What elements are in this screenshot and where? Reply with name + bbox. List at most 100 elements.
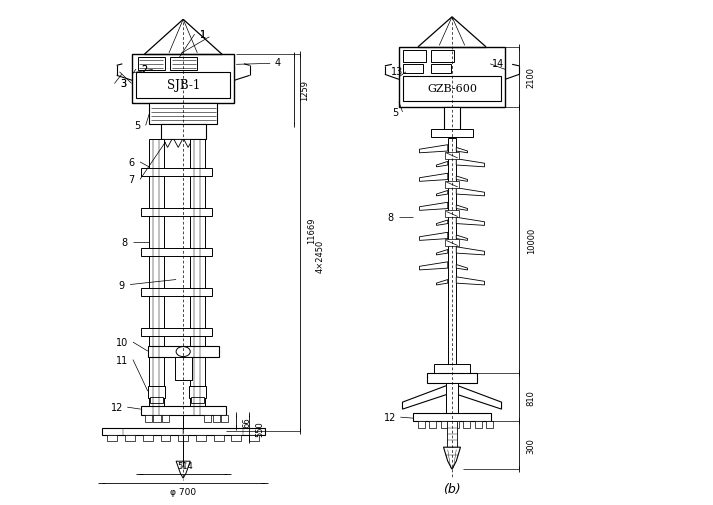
Polygon shape (163, 140, 172, 148)
Polygon shape (436, 250, 448, 256)
Polygon shape (456, 148, 468, 154)
Bar (138, 58, 165, 71)
Text: 11669: 11669 (307, 217, 316, 243)
Bar (196, 435, 206, 441)
Bar (160, 125, 206, 140)
Text: 300: 300 (526, 437, 535, 453)
Bar (441, 421, 448, 428)
Bar (475, 421, 482, 428)
Polygon shape (436, 191, 448, 196)
Bar (170, 58, 198, 71)
Text: 810: 810 (526, 389, 535, 406)
Text: 10000: 10000 (528, 227, 536, 254)
Polygon shape (419, 174, 448, 182)
Bar (418, 421, 425, 428)
Text: 14: 14 (492, 59, 504, 69)
Polygon shape (436, 280, 448, 285)
Text: 7: 7 (128, 175, 135, 185)
Bar (108, 435, 118, 441)
Polygon shape (419, 262, 448, 270)
Bar (403, 65, 423, 74)
Polygon shape (436, 221, 448, 226)
Text: 12: 12 (384, 412, 396, 422)
Text: 9: 9 (118, 280, 125, 290)
Bar (178, 55, 189, 61)
Bar (214, 435, 223, 441)
Text: 2100: 2100 (527, 67, 535, 88)
Bar (445, 240, 459, 247)
Bar (431, 65, 451, 74)
Bar (399, 48, 505, 108)
Bar (447, 421, 457, 447)
Bar (427, 373, 477, 383)
Text: 1259: 1259 (299, 80, 309, 100)
Bar (162, 415, 169, 422)
Bar (189, 386, 206, 398)
Polygon shape (195, 140, 203, 148)
Polygon shape (456, 188, 485, 196)
Bar (221, 415, 228, 422)
Text: 4×2450: 4×2450 (315, 240, 324, 273)
Polygon shape (443, 447, 461, 469)
Bar (434, 365, 470, 373)
Text: 66: 66 (242, 416, 252, 427)
Bar (190, 140, 205, 415)
Text: 4: 4 (275, 58, 280, 68)
Text: φ 700: φ 700 (170, 487, 196, 496)
Bar (143, 435, 153, 441)
Bar (148, 346, 219, 358)
Bar (213, 415, 220, 422)
Bar (102, 428, 265, 435)
Bar (463, 421, 471, 428)
Bar (141, 248, 212, 257)
Bar (132, 55, 234, 104)
Polygon shape (419, 233, 448, 241)
Bar (141, 328, 212, 336)
Text: 5: 5 (134, 121, 140, 131)
Text: 8: 8 (387, 213, 394, 223)
Text: 2: 2 (141, 65, 148, 75)
Bar (445, 182, 459, 188)
Polygon shape (402, 385, 448, 410)
Text: 6: 6 (128, 158, 135, 168)
Bar (429, 421, 436, 428)
Polygon shape (456, 177, 468, 182)
Polygon shape (456, 160, 485, 168)
Bar (231, 435, 241, 441)
Bar (431, 130, 473, 138)
Bar (153, 415, 160, 422)
Polygon shape (174, 140, 183, 148)
Bar (140, 406, 225, 415)
Bar (136, 73, 230, 98)
Text: 2: 2 (141, 65, 148, 75)
Polygon shape (419, 145, 448, 154)
Bar (149, 104, 217, 125)
Text: 3: 3 (120, 79, 126, 89)
Text: 10: 10 (116, 337, 128, 347)
Bar (178, 435, 188, 441)
Bar (148, 140, 164, 415)
Polygon shape (456, 218, 485, 226)
Text: (b): (b) (443, 482, 461, 495)
Text: SJB-1: SJB-1 (167, 79, 200, 92)
Bar (452, 421, 459, 428)
Text: 11: 11 (116, 355, 128, 365)
Text: 1: 1 (200, 30, 206, 40)
Bar (444, 108, 460, 133)
Bar (413, 413, 491, 421)
Polygon shape (419, 203, 448, 211)
Bar (141, 169, 212, 177)
Text: 1: 1 (200, 30, 206, 40)
Text: 514: 514 (178, 461, 193, 470)
Bar (403, 50, 426, 63)
Bar (148, 386, 165, 398)
Text: GZB-600: GZB-600 (427, 84, 477, 94)
Bar (175, 358, 192, 380)
Bar (191, 397, 204, 403)
Bar (150, 397, 163, 403)
Polygon shape (456, 385, 501, 410)
Polygon shape (436, 162, 448, 168)
Polygon shape (456, 235, 468, 241)
Text: 12: 12 (111, 402, 123, 412)
Bar (445, 211, 459, 218)
